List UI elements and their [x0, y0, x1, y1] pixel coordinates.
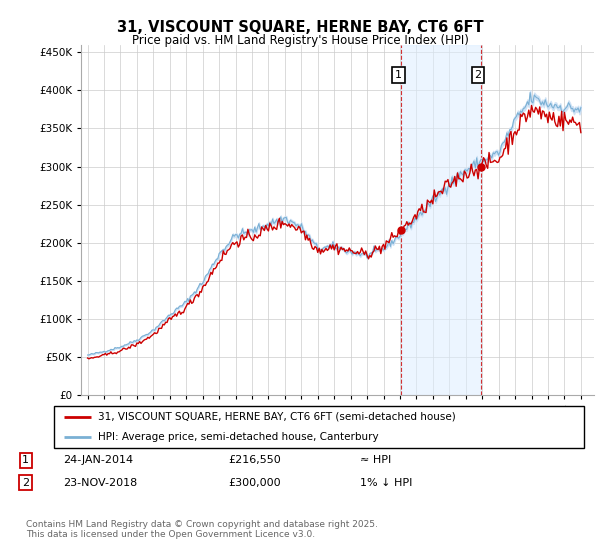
Text: 2: 2: [22, 478, 29, 488]
Text: 1: 1: [22, 455, 29, 465]
Text: 31, VISCOUNT SQUARE, HERNE BAY, CT6 6FT: 31, VISCOUNT SQUARE, HERNE BAY, CT6 6FT: [116, 20, 484, 35]
Text: ≈ HPI: ≈ HPI: [360, 455, 391, 465]
Bar: [401, 45, 481, 395]
Text: 23-NOV-2018: 23-NOV-2018: [63, 478, 137, 488]
Text: 1: 1: [395, 70, 402, 80]
FancyBboxPatch shape: [53, 405, 584, 449]
Text: 24-JAN-2014: 24-JAN-2014: [63, 455, 133, 465]
Text: Price paid vs. HM Land Registry's House Price Index (HPI): Price paid vs. HM Land Registry's House …: [131, 34, 469, 46]
Text: HPI: Average price, semi-detached house, Canterbury: HPI: Average price, semi-detached house,…: [98, 432, 379, 442]
Text: Contains HM Land Registry data © Crown copyright and database right 2025.
This d: Contains HM Land Registry data © Crown c…: [26, 520, 377, 539]
Text: 2: 2: [475, 70, 482, 80]
Text: 31, VISCOUNT SQUARE, HERNE BAY, CT6 6FT (semi-detached house): 31, VISCOUNT SQUARE, HERNE BAY, CT6 6FT …: [98, 412, 456, 422]
Text: £216,550: £216,550: [228, 455, 281, 465]
Text: 1% ↓ HPI: 1% ↓ HPI: [360, 478, 412, 488]
Text: £300,000: £300,000: [228, 478, 281, 488]
